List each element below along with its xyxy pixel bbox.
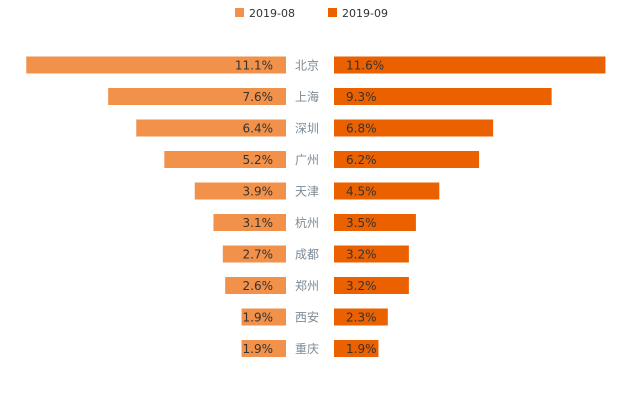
value-label-2019-08-4: 3.9% [243,185,274,199]
bar-2019-09-3[interactable] [334,151,480,168]
bar-2019-09-7[interactable] [334,277,409,294]
value-label-2019-08-6: 2.7% [243,248,274,262]
category-label-8: 西安 [295,310,319,325]
bar-2019-09-6[interactable] [334,245,409,263]
category-label-2: 深圳 [295,122,319,136]
legend-label-2019-08: 2019-08 [249,7,295,20]
value-label-2019-09-7: 3.2% [346,279,377,293]
bars-group [26,56,606,357]
value-label-2019-08-2: 6.4% [243,122,274,136]
value-label-2019-09-2: 6.8% [346,122,377,136]
value-label-2019-09-0: 11.6% [346,59,384,73]
labels-group: 11.1% 11.6% 北京 7.6% 9.3% 上海 6.4% 6.8% 深圳 5.2% 6.2%… [235,59,384,357]
category-label-0: 北京 [295,59,319,73]
bar-2019-08-6[interactable] [222,245,286,263]
bar-2019-09-0[interactable] [334,56,606,74]
bar-2019-08-9[interactable] [241,340,286,357]
bar-2019-09-4[interactable] [334,182,440,200]
bar-2019-09-5[interactable] [334,214,416,231]
bar-2019-09-9[interactable] [334,340,379,357]
bar-2019-08-1[interactable] [108,88,286,105]
category-label-9: 重庆 [295,342,319,356]
category-label-1: 上海 [295,89,319,104]
legend-item-2019-08[interactable]: 2019-08 [235,7,295,20]
value-label-2019-09-8: 2.3% [346,311,377,325]
value-label-2019-09-4: 4.5% [346,185,377,199]
legend-label-2019-09: 2019-09 [342,7,388,20]
value-label-2019-08-3: 5.2% [243,153,274,167]
value-label-2019-09-1: 9.3% [346,90,377,104]
legend: 2019-08 2019-09 [235,7,388,20]
bar-2019-09-1[interactable] [334,88,552,105]
bar-2019-08-4[interactable] [194,182,286,200]
category-label-4: 天津 [295,185,319,199]
category-label-3: 广州 [295,153,319,167]
bar-2019-08-5[interactable] [213,214,286,231]
legend-swatch-2019-09 [328,8,337,17]
value-label-2019-08-8: 1.9% [243,311,274,325]
bar-2019-08-3[interactable] [164,151,286,168]
bar-2019-08-7[interactable] [225,277,286,294]
value-label-2019-09-5: 3.5% [346,216,377,230]
category-label-7: 郑州 [295,278,319,293]
bar-2019-09-2[interactable] [334,119,494,137]
value-label-2019-08-5: 3.1% [243,216,274,230]
bar-2019-08-8[interactable] [241,308,286,326]
value-label-2019-08-0: 11.1% [235,59,273,73]
value-label-2019-08-7: 2.6% [243,279,274,293]
category-label-6: 成都 [295,248,319,262]
value-label-2019-09-6: 3.2% [346,248,377,262]
legend-swatch-2019-08 [235,8,244,17]
value-label-2019-09-9: 1.9% [346,342,377,356]
category-label-5: 杭州 [295,215,319,230]
legend-item-2019-09[interactable]: 2019-09 [328,7,388,20]
value-label-2019-09-3: 6.2% [346,153,377,167]
value-label-2019-08-1: 7.6% [243,90,274,104]
bar-2019-08-0[interactable] [26,56,286,74]
value-label-2019-08-9: 1.9% [243,342,274,356]
bar-2019-08-2[interactable] [136,119,286,137]
bar-2019-09-8[interactable] [334,308,388,326]
